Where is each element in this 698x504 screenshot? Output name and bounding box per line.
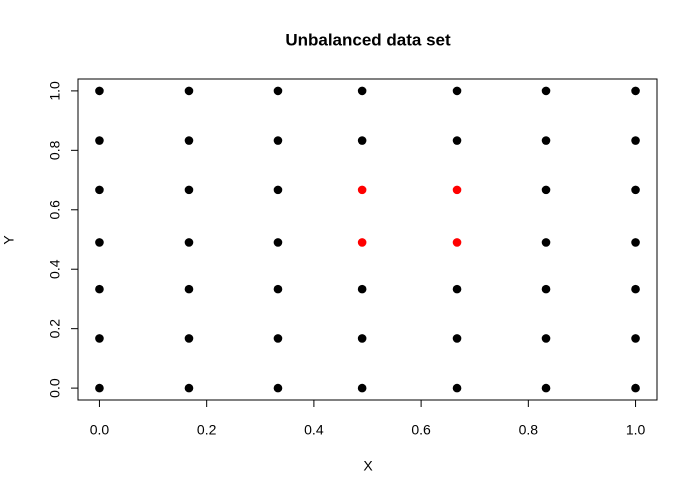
point	[95, 238, 104, 247]
point	[541, 284, 551, 294]
x-tick-label: 1.0	[626, 422, 646, 438]
y-tick-label: 0.8	[47, 140, 63, 160]
point	[631, 136, 640, 145]
point	[273, 238, 283, 247]
y-tick-label: 0.4	[47, 259, 63, 279]
point	[631, 284, 640, 294]
point	[95, 136, 104, 145]
point	[184, 334, 194, 343]
point	[273, 136, 283, 145]
point	[631, 185, 640, 195]
point	[273, 334, 283, 343]
plot-box	[77, 78, 658, 401]
point	[95, 284, 104, 294]
point	[452, 86, 462, 96]
point	[631, 86, 640, 96]
x-tick-label: 0.8	[519, 422, 539, 438]
y-tick-label: 0.2	[47, 319, 63, 339]
point	[357, 284, 367, 294]
point	[184, 185, 194, 195]
x-tick-label: 0.0	[90, 422, 110, 438]
point	[184, 284, 194, 294]
point	[184, 86, 194, 96]
x-tick-label: 0.6	[411, 422, 431, 438]
point	[184, 238, 194, 247]
point	[95, 383, 104, 393]
point	[541, 185, 551, 195]
point	[452, 238, 462, 247]
point	[452, 185, 462, 195]
point	[357, 136, 367, 145]
point	[95, 334, 104, 343]
y-axis-label: Y	[1, 235, 17, 245]
point	[541, 334, 551, 343]
point	[541, 136, 551, 145]
point	[357, 383, 367, 393]
point	[452, 383, 462, 393]
point	[452, 136, 462, 145]
point	[357, 185, 367, 195]
point	[357, 86, 367, 96]
x-tick-label: 0.4	[304, 422, 324, 438]
point	[541, 383, 551, 393]
point	[357, 334, 367, 343]
point	[631, 334, 640, 343]
point	[541, 86, 551, 96]
chart-title: Unbalanced data set	[285, 30, 451, 49]
point	[357, 238, 367, 247]
point	[273, 284, 283, 294]
point	[452, 334, 462, 343]
x-tick-label: 0.2	[197, 422, 217, 438]
y-tick-label: 1.0	[47, 81, 63, 101]
point	[273, 86, 283, 96]
point	[273, 383, 283, 393]
point	[541, 238, 551, 247]
point	[631, 238, 640, 247]
point	[184, 136, 194, 145]
point	[631, 383, 640, 393]
point	[452, 284, 462, 294]
point	[95, 86, 104, 96]
point	[273, 185, 283, 195]
y-tick-label: 0.6	[47, 200, 63, 220]
point	[95, 185, 104, 195]
y-tick-label: 0.0	[47, 378, 63, 398]
point	[184, 383, 194, 393]
x-axis-label: X	[363, 458, 373, 474]
